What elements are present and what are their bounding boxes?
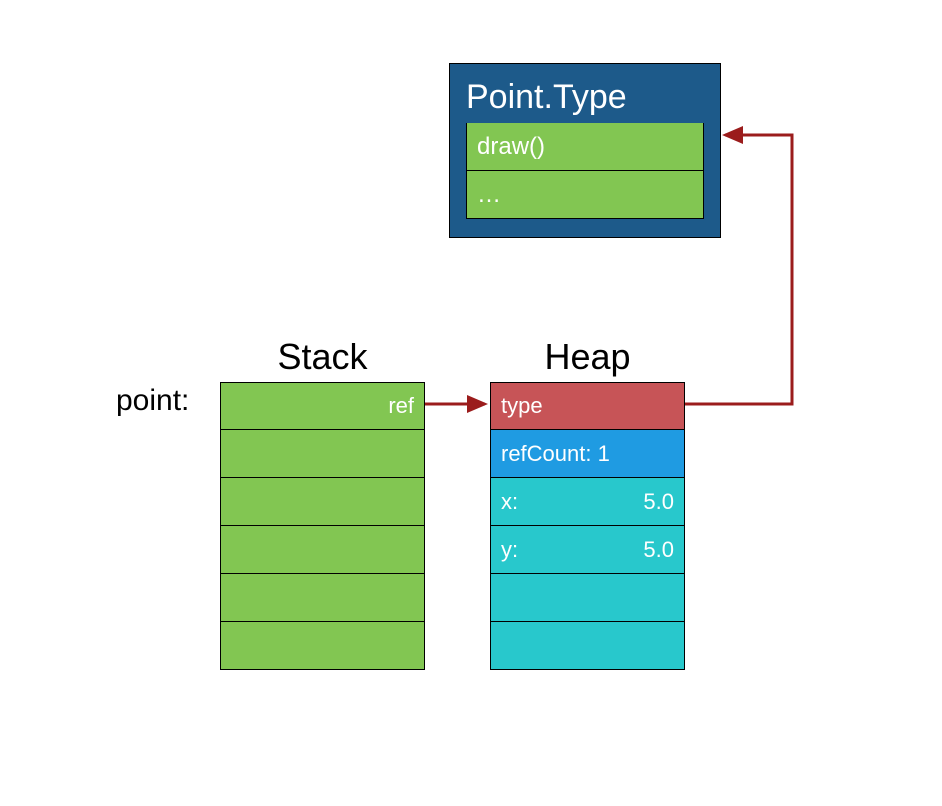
heap-box: type refCount: 1 x: 5.0 y: 5.0 [490, 382, 685, 670]
stack-box: ref [220, 382, 425, 670]
method-label: … [477, 181, 501, 209]
heap-cell-right: 5.0 [643, 489, 674, 515]
point-type-title: Point.Type [466, 78, 704, 117]
heap-cell-left: refCount: 1 [501, 441, 610, 467]
heap-row-empty [490, 622, 685, 670]
heap-cell-left: x: [501, 489, 518, 515]
point-type-box: Point.Type draw() … [449, 63, 721, 238]
heap-cell-left: y: [501, 537, 518, 563]
method-row-draw: draw() [466, 123, 704, 171]
method-label: draw() [477, 133, 545, 161]
heap-heading: Heap [490, 336, 685, 378]
heap-row-y: y: 5.0 [490, 526, 685, 574]
stack-row: ref [220, 382, 425, 430]
point-label: point: [116, 384, 189, 418]
heap-row-type: type [490, 382, 685, 430]
method-row-more: … [466, 171, 704, 219]
stack-row [220, 622, 425, 670]
stack-row [220, 574, 425, 622]
stack-row [220, 526, 425, 574]
heap-row-refcount: refCount: 1 [490, 430, 685, 478]
heap-row-empty [490, 574, 685, 622]
heap-row-x: x: 5.0 [490, 478, 685, 526]
stack-row [220, 478, 425, 526]
stack-cell-right: ref [388, 393, 414, 419]
heap-cell-left: type [501, 393, 543, 419]
heap-cell-right: 5.0 [643, 537, 674, 563]
stack-row [220, 430, 425, 478]
stack-heading: Stack [220, 336, 425, 378]
